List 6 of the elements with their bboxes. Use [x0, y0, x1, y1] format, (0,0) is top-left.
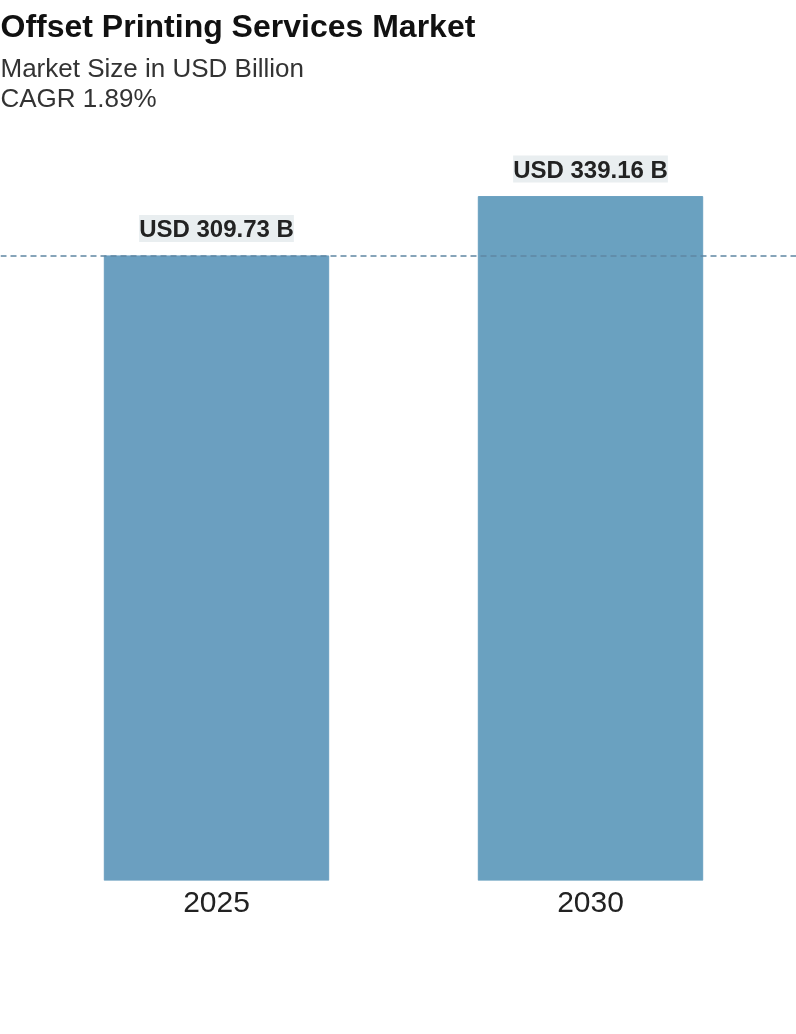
data-label: USD 339.16 B — [513, 155, 668, 183]
x-tick-label: 2030 — [557, 884, 624, 918]
chart-title: Offset Printing Services Market — [0, 7, 476, 44]
x-tick-label: 2025 — [183, 884, 250, 918]
data-label: USD 309.73 B — [139, 214, 294, 242]
chart-subtitle: Market Size in USD Billion CAGR 1.89% — [0, 52, 304, 113]
